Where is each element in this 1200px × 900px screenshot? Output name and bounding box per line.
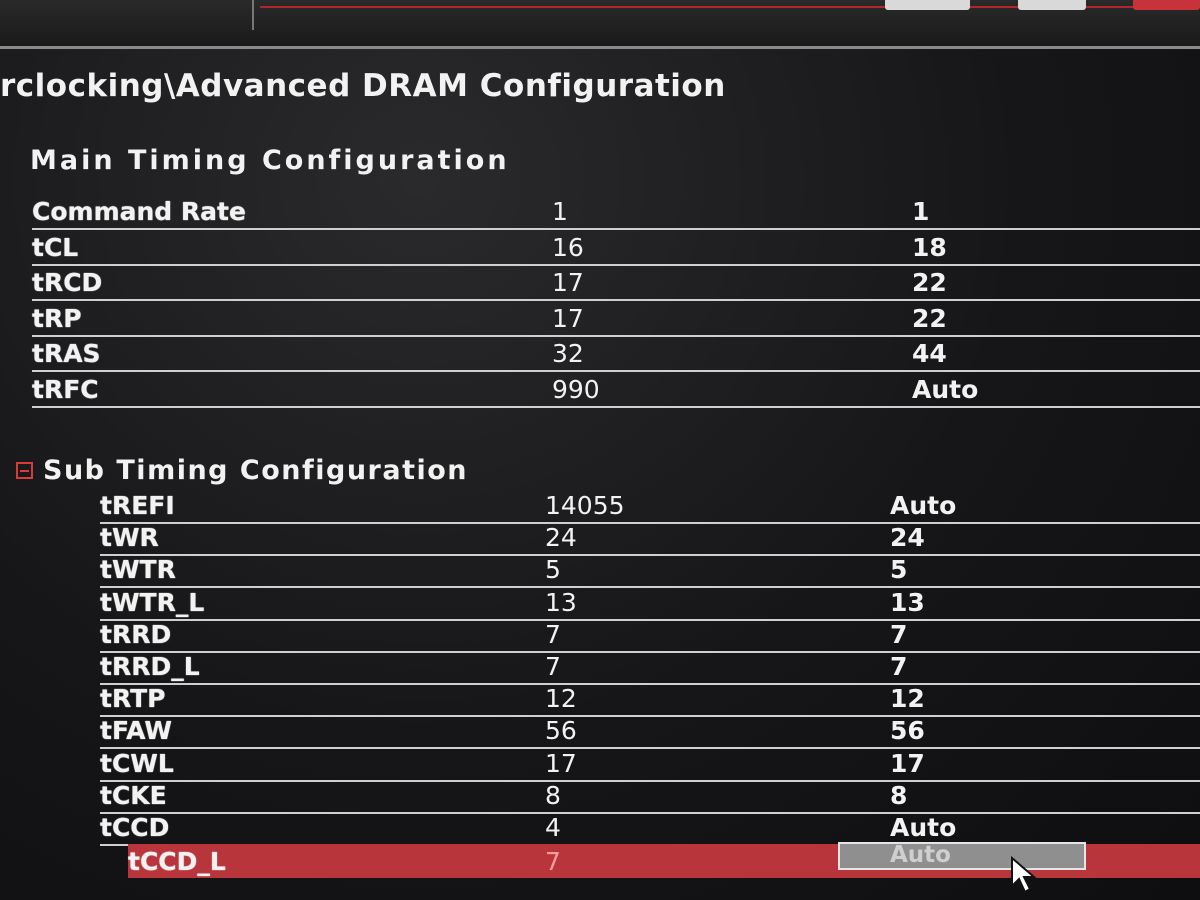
timing-current-value: 5: [545, 555, 561, 585]
timing-row-tras[interactable]: tRAS 32 44: [32, 338, 1200, 372]
timing-setting-value[interactable]: 7: [890, 652, 908, 681]
timing-name: tRAS: [32, 339, 101, 368]
timing-setting-value[interactable]: 44: [912, 339, 947, 368]
timing-row-tcl[interactable]: tCL 16 18: [32, 232, 1200, 266]
timing-setting-value[interactable]: 17: [890, 748, 925, 778]
timing-setting-value: Auto: [890, 842, 951, 869]
timing-row-tccd[interactable]: tCCD 4 Auto: [100, 812, 1200, 846]
mouse-cursor-icon: [1011, 855, 1037, 894]
sub-timing-section-title: Sub Timing Configuration: [43, 455, 469, 486]
timing-row-tcwl[interactable]: tCWL 17 17: [100, 748, 1200, 782]
timing-current-value: 14055: [545, 491, 625, 520]
toolbar-button[interactable]: [1018, 0, 1086, 10]
timing-name: Command Rate: [32, 197, 246, 226]
breadcrumb: rclocking\Advanced DRAM Configuration: [0, 68, 726, 104]
timing-row-tfaw[interactable]: tFAW 56 56: [100, 715, 1200, 750]
accent-line: [260, 6, 1200, 8]
timing-name: tREFI: [100, 491, 175, 520]
timing-setting-value[interactable]: 22: [912, 268, 947, 297]
timing-current-value: 13: [545, 587, 577, 617]
timing-setting-value[interactable]: 13: [890, 587, 925, 617]
timing-setting-value[interactable]: 22: [912, 303, 947, 333]
sub-timing-section-header[interactable]: Sub Timing Configuration: [16, 455, 468, 486]
timing-current-value: 8: [545, 780, 561, 810]
timing-name: tWTR: [100, 555, 176, 585]
timing-current-value: 17: [552, 268, 584, 297]
timing-row-trtp[interactable]: tRTP 12 12: [100, 683, 1200, 718]
timing-row-trefi[interactable]: tREFI 14055 Auto: [100, 490, 1200, 524]
timing-name: tRP: [32, 303, 82, 333]
main-timing-section-title: Main Timing Configuration: [30, 145, 510, 176]
timing-current-value: 7: [545, 619, 561, 649]
timing-name: tRTP: [100, 684, 166, 714]
timing-name: tCCD_L: [128, 847, 226, 877]
timing-name: tCWL: [100, 748, 174, 778]
timing-current-value: 16: [552, 232, 584, 262]
timing-name: tRCD: [32, 268, 103, 297]
timing-row-twtr-l[interactable]: tWTR_L 13 13: [100, 587, 1200, 621]
timing-current-value: 7: [545, 652, 561, 681]
timing-row-twtr[interactable]: tWTR 5 5: [100, 554, 1200, 589]
timing-setting-value[interactable]: 12: [890, 684, 925, 714]
timing-name: tRFC: [32, 374, 99, 404]
timing-row-tcke[interactable]: tCKE 8 8: [100, 780, 1200, 814]
timing-setting-value[interactable]: Auto: [890, 491, 957, 520]
timing-current-value: 17: [552, 303, 584, 333]
timing-setting-input[interactable]: Auto: [838, 842, 1086, 871]
timing-name: tCL: [32, 232, 79, 262]
timing-setting-value[interactable]: 1: [912, 197, 930, 226]
timing-setting-value[interactable]: 8: [890, 780, 908, 810]
timing-name: tWR: [100, 523, 159, 553]
minus-square-icon[interactable]: [16, 462, 33, 479]
timing-current-value: 17: [545, 748, 577, 778]
timing-row-twr[interactable]: tWR 24 24: [100, 522, 1200, 557]
timing-row-trrd[interactable]: tRRD 7 7: [100, 619, 1200, 653]
timing-setting-value[interactable]: 18: [912, 232, 947, 262]
timing-row-trrd-l[interactable]: tRRD_L 7 7: [100, 651, 1200, 685]
timing-current-value: 12: [545, 684, 577, 714]
timing-name: tCKE: [100, 780, 167, 810]
timing-name: tCCD: [100, 813, 170, 842]
toolbar-button[interactable]: [885, 0, 970, 10]
timing-name: tRRD: [100, 619, 172, 649]
timing-row-trfc[interactable]: tRFC 990 Auto: [32, 374, 1200, 408]
timing-row-trp[interactable]: tRP 17 22: [32, 303, 1200, 337]
timing-current-value: 56: [545, 716, 577, 746]
timing-current-value: 24: [545, 523, 577, 553]
timing-name: tRRD_L: [100, 652, 200, 681]
timing-current-value: 1: [552, 197, 568, 226]
top-toolbar: [0, 0, 1200, 49]
timing-current-value: 32: [552, 339, 584, 368]
timing-setting-value[interactable]: 24: [890, 523, 925, 553]
timing-setting-value[interactable]: 5: [890, 555, 908, 585]
timing-current-value: 4: [545, 813, 561, 842]
tab-separator: [252, 0, 254, 30]
timing-setting-value[interactable]: 56: [890, 716, 925, 746]
timing-setting-value[interactable]: Auto: [890, 813, 957, 842]
timing-row-trcd[interactable]: tRCD 17 22: [32, 267, 1200, 301]
timing-current-value: 7: [545, 847, 561, 877]
toolbar-button-exit[interactable]: [1133, 0, 1200, 10]
timing-current-value: 990: [552, 374, 600, 404]
timing-name: tFAW: [100, 716, 172, 746]
timing-setting-value[interactable]: Auto: [912, 374, 979, 404]
timing-row-command-rate[interactable]: Command Rate 1 1: [32, 196, 1200, 230]
timing-name: tWTR_L: [100, 587, 205, 617]
timing-setting-value[interactable]: 7: [890, 619, 908, 649]
